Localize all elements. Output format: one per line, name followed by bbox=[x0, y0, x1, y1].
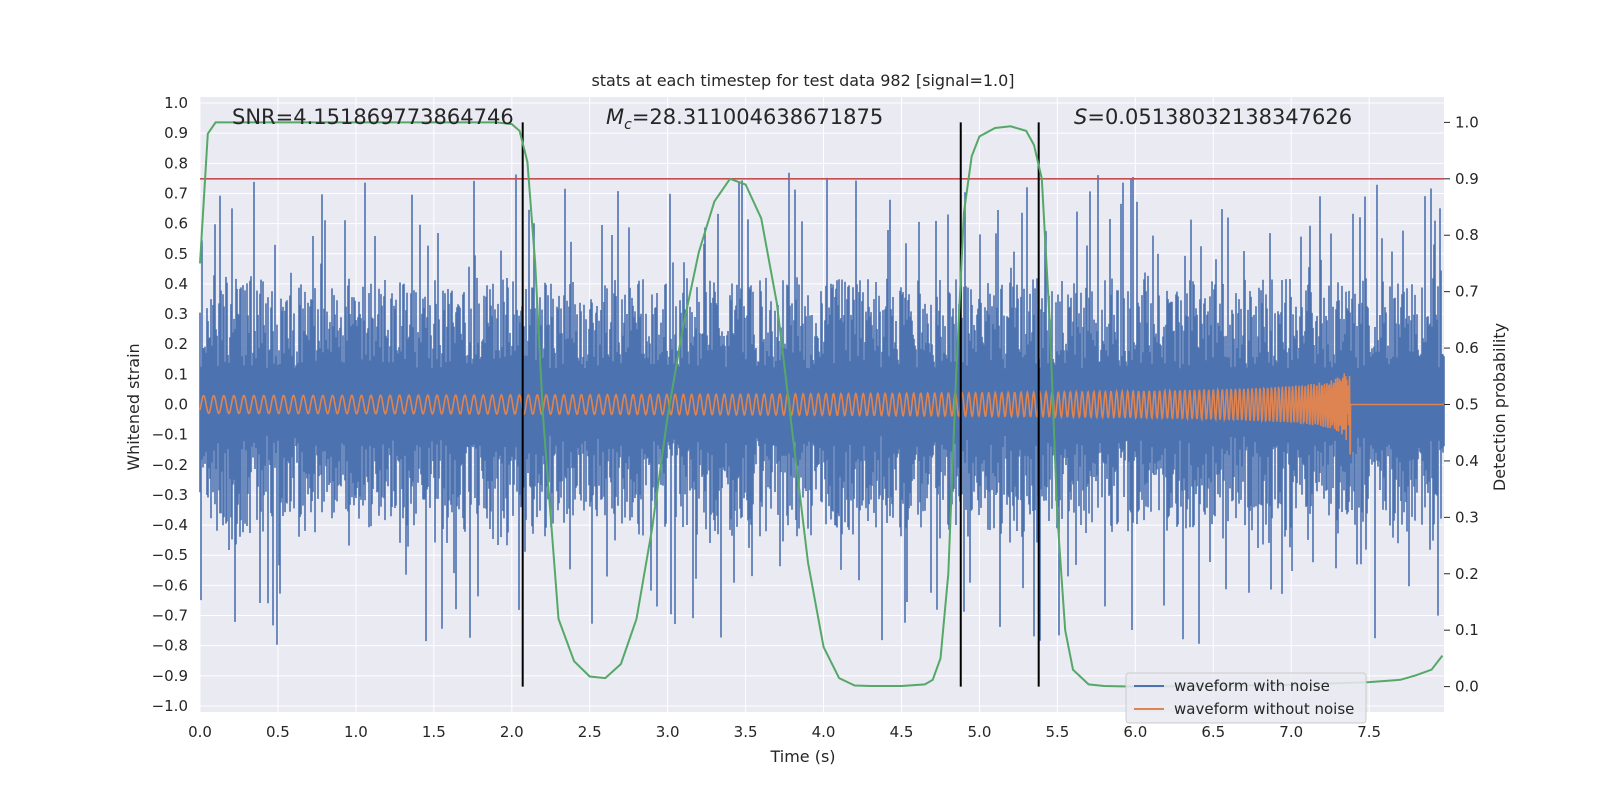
snr-annotation: SNR=4.151869773864746 bbox=[232, 105, 514, 129]
y-left-tick-label: 0.9 bbox=[164, 124, 188, 142]
y-right-tick-label: 0.2 bbox=[1455, 565, 1479, 583]
x-tick-label: 2.5 bbox=[578, 723, 602, 741]
x-tick-label: 5.0 bbox=[968, 723, 992, 741]
s-value: =0.05138032138347626 bbox=[1087, 105, 1352, 129]
x-tick-label: 3.0 bbox=[656, 723, 680, 741]
y-left-tick-label: 0.0 bbox=[164, 396, 188, 414]
y-left-tick-label: 0.3 bbox=[164, 305, 188, 323]
y-axis-label-left: Whitened strain bbox=[124, 343, 143, 470]
y-left-tick-label: −0.4 bbox=[152, 516, 188, 534]
axis-ticks: 0.0 0.5 1.0 1.5 2.0 2.5 3.0 3.5 4.0 4.5 5.0 5.5 6.0 6… bbox=[152, 94, 1479, 741]
y-left-tick-label: −0.8 bbox=[152, 637, 188, 655]
clean-trace bbox=[199, 373, 1444, 455]
y-right-tick-label: 1.0 bbox=[1455, 113, 1479, 131]
y-right-tick-label: 0.7 bbox=[1455, 283, 1479, 301]
y-left-tick-label: −0.1 bbox=[152, 426, 188, 444]
y-left-tick-label: 0.4 bbox=[164, 275, 188, 293]
y-left-tick-label: 0.8 bbox=[164, 154, 188, 172]
chirp-mass-subscript: c bbox=[624, 117, 632, 133]
x-tick-label: 5.5 bbox=[1045, 723, 1069, 741]
legend-label-clean: waveform without noise bbox=[1174, 700, 1354, 718]
y-right-tick-label: 0.3 bbox=[1455, 508, 1479, 526]
x-tick-label: 6.5 bbox=[1201, 723, 1225, 741]
probability-curve bbox=[199, 121, 1444, 688]
y-right-tick-label: 0.6 bbox=[1455, 339, 1479, 357]
y-left-tick-label: −0.6 bbox=[152, 576, 188, 594]
y-left-tick-label: −0.3 bbox=[152, 486, 188, 504]
y-right-tick-label: 0.9 bbox=[1455, 170, 1479, 188]
series-detection-probability bbox=[199, 121, 1444, 688]
y-right-tick-label: 0.8 bbox=[1455, 226, 1479, 244]
y-left-tick-label: 0.5 bbox=[164, 245, 188, 263]
x-tick-label: 7.0 bbox=[1279, 723, 1303, 741]
y-right-tick-label: 0.5 bbox=[1455, 396, 1479, 414]
chirp-mass-symbol: M bbox=[606, 105, 624, 129]
x-tick-label: 7.5 bbox=[1357, 723, 1381, 741]
y-left-tick-label: −0.5 bbox=[152, 546, 188, 564]
x-tick-label: 6.0 bbox=[1123, 723, 1147, 741]
y-left-tick-label: 0.6 bbox=[164, 215, 188, 233]
y-left-tick-label: −0.2 bbox=[152, 456, 188, 474]
x-tick-label: 1.5 bbox=[422, 723, 446, 741]
series-waveform-without-noise bbox=[199, 373, 1444, 455]
x-tick-label: 0.0 bbox=[188, 723, 212, 741]
x-tick-label: 4.5 bbox=[890, 723, 914, 741]
legend-box bbox=[1125, 672, 1367, 724]
y-right-tick-label: 0.0 bbox=[1455, 678, 1479, 696]
x-tick-label: 2.0 bbox=[500, 723, 524, 741]
x-axis-label: Time (s) bbox=[769, 747, 835, 766]
y-right-tick-label: 0.4 bbox=[1455, 452, 1479, 470]
chirp-mass-value: =28.311004638671875 bbox=[632, 105, 883, 129]
x-tick-label: 0.5 bbox=[266, 723, 290, 741]
legend-label-noise: waveform with noise bbox=[1174, 677, 1330, 695]
x-tick-label: 3.5 bbox=[734, 723, 758, 741]
y-left-tick-label: 0.7 bbox=[164, 184, 188, 202]
y-left-tick-label: 0.1 bbox=[164, 365, 188, 383]
s-annotation: S=0.05138032138347626 bbox=[1074, 105, 1352, 129]
chart-title: stats at each timestep for test data 982… bbox=[591, 71, 1014, 90]
y-left-tick-label: −1.0 bbox=[152, 697, 188, 715]
y-left-tick-label: −0.9 bbox=[152, 667, 188, 685]
y-axis-label-right: Detection probability bbox=[1490, 323, 1509, 491]
x-tick-label: 4.0 bbox=[812, 723, 836, 741]
y-left-tick-label: 1.0 bbox=[164, 94, 188, 112]
legend: waveform with noise waveform without noi… bbox=[1125, 672, 1367, 724]
y-left-tick-label: 0.2 bbox=[164, 335, 188, 353]
s-symbol: S bbox=[1074, 105, 1087, 129]
x-tick-label: 1.0 bbox=[344, 723, 368, 741]
y-left-tick-label: −0.7 bbox=[152, 607, 188, 625]
chirp-mass-annotation: Mc=28.311004638671875 bbox=[606, 105, 883, 133]
y-right-tick-label: 0.1 bbox=[1455, 621, 1479, 639]
vertical-markers bbox=[521, 122, 1040, 687]
